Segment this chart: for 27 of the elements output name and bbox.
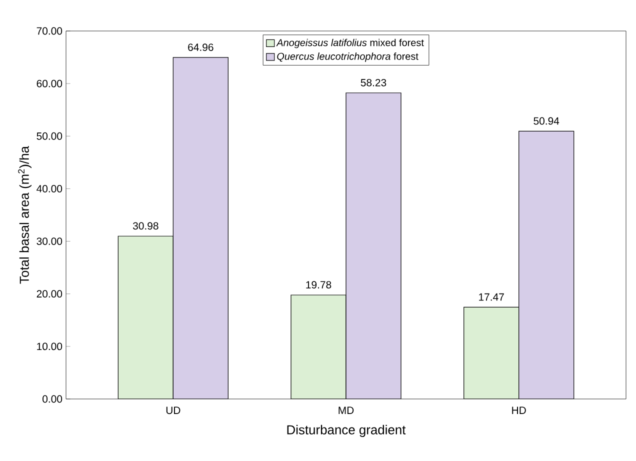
data-label: 30.98 (132, 222, 158, 230)
data-label: 17.47 (479, 293, 504, 301)
bar (172, 57, 228, 399)
x-tick-label: UD (166, 406, 180, 414)
x-axis-title: Disturbance gradient (287, 424, 406, 437)
y-tick-label: 10.00 (37, 342, 62, 350)
data-label: 64.96 (188, 44, 214, 51)
data-label: 58.23 (360, 78, 386, 86)
bar (518, 130, 574, 399)
y-axis-title: Total basal area (m$^{2}$)/ha (18, 146, 32, 284)
y-tick-label: 20.00 (36, 290, 62, 298)
x-tick-label: HD (512, 406, 526, 414)
y-tick-label: 50.00 (36, 132, 62, 140)
bar (290, 294, 346, 399)
y-tick-label: 70.00 (36, 27, 62, 35)
legend-label: Anogeissus latifolius mixed forest (276, 38, 424, 48)
data-label: 19.78 (306, 281, 332, 288)
legend-label: Quercus leucotrichophora forest (277, 52, 418, 62)
y-tick-label: 0.00 (42, 395, 62, 403)
y-tick-label: 40.00 (36, 185, 62, 192)
x-tick-label: MD (338, 406, 354, 414)
y-tick-label: 60.00 (36, 80, 62, 88)
bar (464, 306, 520, 399)
y-tick-label: 30.00 (36, 238, 62, 245)
bar (346, 92, 402, 399)
data-label: 50.94 (534, 117, 560, 125)
bar (118, 236, 174, 399)
